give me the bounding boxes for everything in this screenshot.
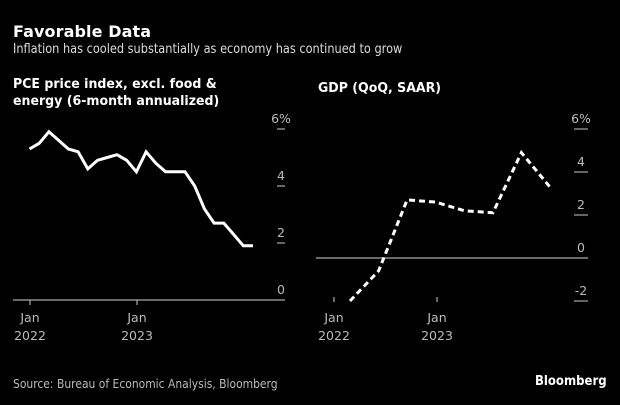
gdp-xtick-label-month: Jan	[323, 310, 343, 325]
pce-chart-title: PCE price index, excl. food & energy (6-…	[13, 76, 219, 110]
pce-ytick-label: 6%	[271, 111, 291, 126]
pce-chart-title-line-1: PCE price index, excl. food &	[13, 76, 217, 92]
bloomberg-logo: Bloomberg	[535, 374, 607, 389]
pce-xtick-label-year: 2022	[14, 328, 46, 343]
chart-subtitle: Inflation has cooled substantially as ec…	[13, 42, 403, 57]
pce-chart-title-line-2: energy (6-month annualized)	[13, 93, 220, 109]
pce-xtick-label-year: 2023	[121, 328, 153, 343]
gdp-series-line	[348, 149, 552, 303]
gdp-xtick-label-month: Jan	[426, 310, 446, 325]
gdp-ytick-label: 2	[577, 197, 585, 212]
gdp-ytick-label: 0	[577, 240, 585, 255]
gdp-chart-title: GDP (QoQ, SAAR)	[318, 80, 442, 96]
pce-series-line	[28, 129, 253, 248]
chart-title: Favorable Data	[13, 22, 152, 41]
gdp-ytick-label: -2	[575, 283, 587, 298]
pce-xtick-label-month: Jan	[126, 310, 146, 325]
gdp-xtick-label-year: 2022	[318, 328, 350, 343]
pce-ytick-label: 4	[277, 168, 285, 183]
source-note: Source: Bureau of Economic Analysis, Blo…	[13, 376, 278, 391]
pce-ytick-label: 2	[277, 225, 285, 240]
pce-xtick-label-month: Jan	[19, 310, 39, 325]
pce-ytick-label: 0	[277, 282, 285, 297]
gdp-xtick-label-year: 2023	[421, 328, 453, 343]
gdp-ytick-label: 6%	[571, 111, 591, 126]
gdp-ytick-label: 4	[577, 154, 585, 169]
